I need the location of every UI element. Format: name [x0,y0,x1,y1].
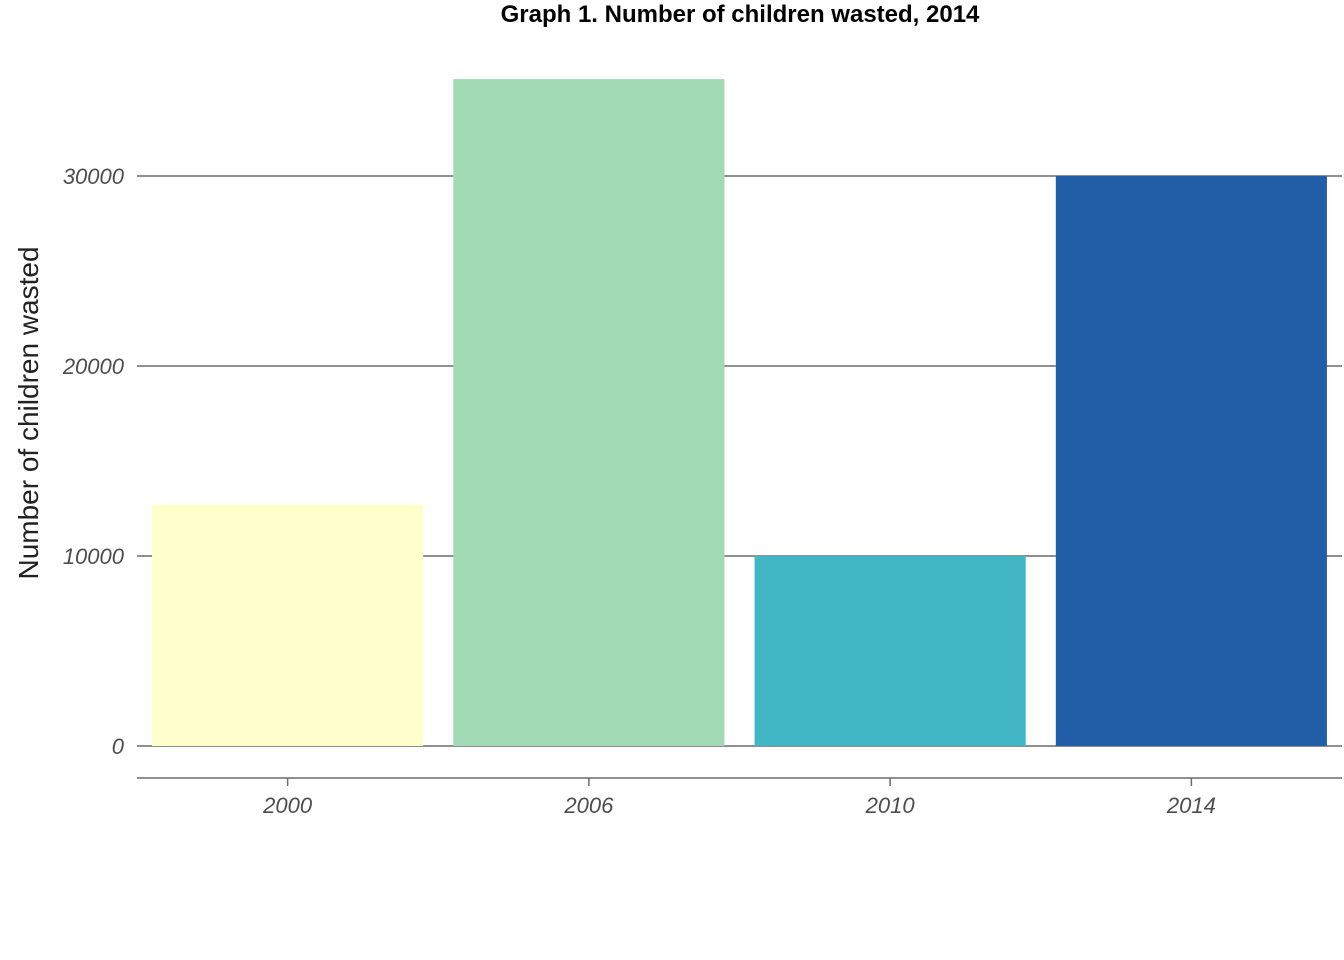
bar-2006 [453,79,725,747]
x-tick-label: 2010 [865,793,916,818]
x-ticks: 2000 2006 2010 2014 [262,778,1216,818]
y-tick-label: 0 [112,734,125,759]
bar-2000 [152,504,424,746]
y-tick-label: 20000 [62,354,125,379]
y-tick-label: 30000 [63,164,125,189]
x-tick-label: 2014 [1166,793,1216,818]
y-tick-labels: 0 10000 20000 30000 [62,164,125,759]
x-tick-label: 2000 [262,793,313,818]
y-tick-label: 10000 [63,544,125,569]
bar-2014 [1055,176,1327,746]
bars [152,79,1327,747]
x-tick-label: 2006 [563,793,614,818]
y-axis-label: Number of children wasted [13,246,44,579]
bar-2010 [754,556,1026,746]
chart-title: Graph 1. Number of children wasted, 2014 [501,1,980,28]
